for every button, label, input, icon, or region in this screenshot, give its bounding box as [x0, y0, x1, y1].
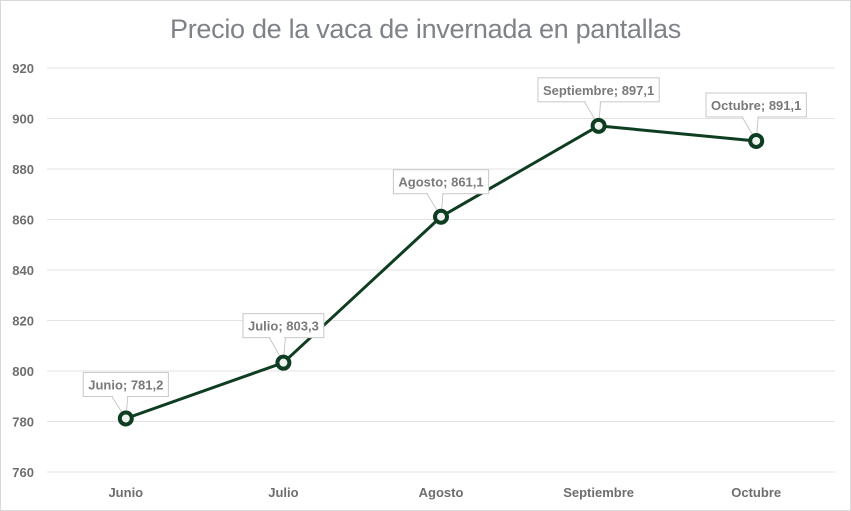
data-label-box [82, 371, 169, 397]
data-label-box [392, 169, 490, 195]
y-tick-label: 800 [12, 364, 34, 379]
data-point [275, 354, 292, 371]
data-point [748, 132, 765, 149]
data-label: Septiembre; 897,1 [537, 77, 660, 128]
y-tick-label: 780 [12, 415, 34, 430]
x-tick-label: Septiembre [563, 485, 634, 500]
y-tick-label: 820 [12, 314, 34, 329]
data-label-text: Octubre; 891,1 [711, 98, 801, 113]
data-label-box [242, 313, 325, 339]
y-tick-label: 860 [12, 213, 34, 228]
y-tick-label: 880 [12, 162, 34, 177]
data-label: Junio; 781,2 [82, 371, 169, 420]
data-label: Octubre; 891,1 [705, 92, 807, 143]
x-tick-label: Junio [108, 485, 143, 500]
data-label: Julio; 803,3 [242, 313, 325, 365]
x-tick-label: Octubre [731, 485, 781, 500]
chart-title: Precio de la vaca de invernada en pantal… [170, 14, 681, 44]
data-label-text: Agosto; 861,1 [398, 175, 483, 190]
data-label-text: Junio; 781,2 [88, 377, 163, 392]
y-tick-label: 760 [12, 465, 34, 480]
y-tick-label: 920 [12, 61, 34, 76]
data-label-text: Septiembre; 897,1 [543, 83, 654, 98]
data-point [117, 410, 134, 427]
x-tick-label: Julio [268, 485, 298, 500]
data-label-box [705, 92, 807, 118]
y-tick-label: 900 [12, 112, 34, 127]
data-point [433, 208, 449, 225]
data-label-box [537, 77, 660, 103]
data-label-text: Julio; 803,3 [248, 319, 319, 334]
x-tick-label: Agosto [419, 485, 464, 500]
data-point [590, 117, 607, 134]
y-tick-label: 840 [12, 263, 34, 278]
